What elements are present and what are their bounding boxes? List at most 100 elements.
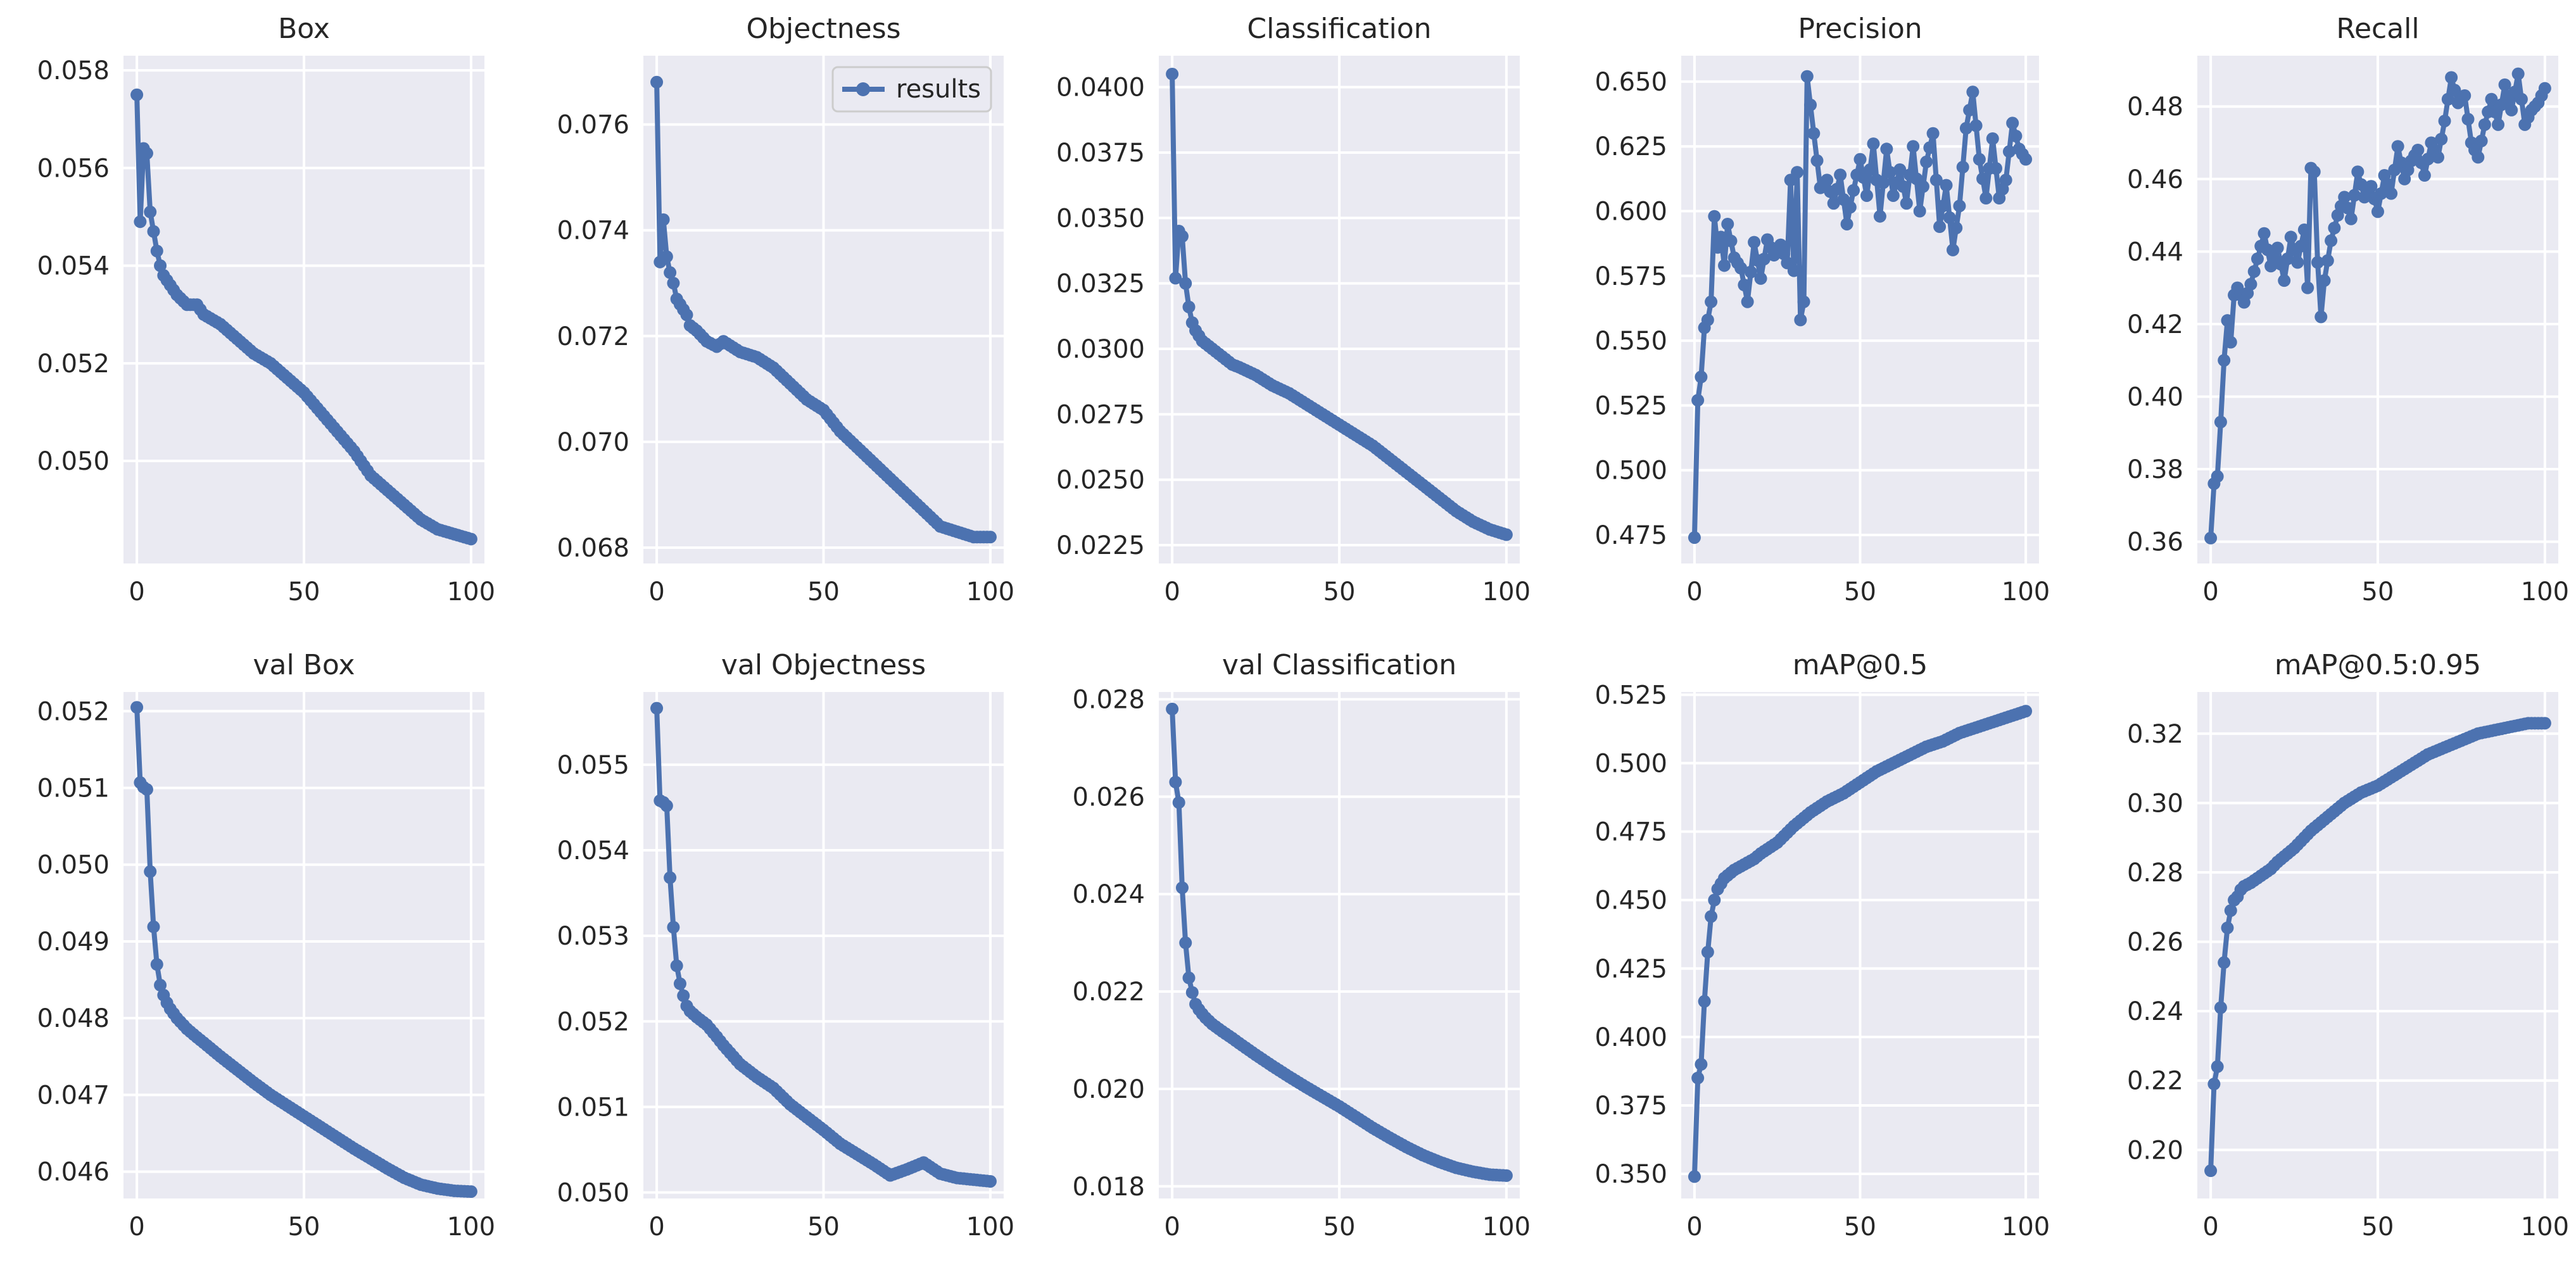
data-point — [1182, 300, 1196, 313]
data-point — [1834, 168, 1847, 182]
subplot-title: val Box — [253, 649, 355, 681]
data-point — [2441, 92, 2454, 106]
data-point — [2421, 153, 2435, 166]
data-point — [2472, 151, 2485, 164]
data-point — [650, 75, 664, 89]
y-tick-label: 0.400 — [1594, 1023, 1667, 1052]
y-tick-label: 0.076 — [557, 111, 629, 140]
data-point — [1500, 1169, 1513, 1182]
data-point — [1691, 1071, 1705, 1085]
data-point — [1810, 154, 1824, 167]
y-tick-label: 0.20 — [2127, 1136, 2183, 1165]
data-point — [2218, 956, 2231, 969]
data-point — [983, 1174, 997, 1188]
data-point — [677, 989, 690, 1002]
data-point — [660, 799, 673, 812]
data-point — [464, 532, 477, 546]
y-tick-label: 0.052 — [37, 349, 110, 379]
y-tick-label: 0.500 — [1594, 749, 1667, 778]
x-tick-label: 100 — [2002, 1212, 2050, 1242]
x-tick-label: 50 — [1844, 577, 1876, 607]
x-tick-label: 50 — [1844, 1212, 1876, 1242]
y-tick-label: 0.049 — [37, 928, 110, 957]
y-tick-label: 0.26 — [2127, 928, 2183, 957]
data-point — [130, 701, 144, 714]
y-tick-label: 0.475 — [1594, 818, 1667, 847]
data-point — [2318, 274, 2331, 287]
data-point — [1963, 103, 1976, 116]
data-point — [1830, 182, 1843, 196]
x-tick-label: 100 — [447, 577, 495, 607]
data-point — [2281, 252, 2294, 265]
data-point — [660, 250, 673, 263]
data-point — [1999, 173, 2012, 187]
data-point — [1883, 166, 1897, 179]
y-tick-label: 0.475 — [1594, 521, 1667, 550]
data-point — [1169, 272, 1182, 285]
data-point — [464, 1185, 477, 1198]
data-point — [1701, 945, 1714, 959]
subplot-title: Box — [278, 13, 330, 45]
y-tick-label: 0.068 — [557, 534, 629, 563]
data-point — [1847, 184, 1860, 197]
data-point — [1166, 67, 1179, 80]
data-point — [2301, 281, 2314, 294]
x-tick-label: 50 — [1323, 577, 1356, 607]
data-point — [673, 977, 686, 990]
data-point — [2247, 265, 2261, 278]
data-point — [1926, 127, 1940, 140]
data-point — [1840, 217, 1853, 230]
data-point — [1940, 179, 1953, 192]
data-point — [147, 225, 160, 238]
data-point — [1969, 119, 1983, 132]
y-tick-label: 0.051 — [557, 1093, 629, 1122]
data-point — [2338, 191, 2351, 204]
data-point — [670, 959, 683, 972]
subplot-title: Objectness — [746, 13, 900, 45]
y-tick-label: 0.053 — [557, 922, 629, 951]
y-tick-label: 0.0275 — [1056, 400, 1145, 429]
data-point — [2344, 212, 2358, 225]
subplot-title: mAP@0.5:0.95 — [2275, 649, 2481, 681]
y-tick-label: 0.050 — [557, 1179, 629, 1208]
data-point — [144, 865, 157, 878]
y-tick-label: 0.450 — [1594, 886, 1667, 915]
data-point — [2348, 189, 2361, 202]
subplot-2: 0 50 100 0.0225 0.0250 0.0275 0.0300 0.0325 0.03… — [1056, 13, 1531, 607]
y-tick-label: 0.650 — [1594, 68, 1667, 97]
data-point — [2257, 227, 2271, 240]
x-tick-label: 0 — [129, 1212, 144, 1242]
data-point — [2375, 187, 2388, 200]
subplot-1: 0 50 100 0.068 0.070 0.072 0.074 0.076 Objectnes… — [557, 13, 1014, 607]
x-tick-label: 100 — [2521, 1212, 2569, 1242]
y-tick-label: 0.350 — [1594, 1160, 1667, 1189]
y-tick-label: 0.018 — [1072, 1173, 1145, 1202]
series-markers — [650, 75, 997, 544]
data-point — [2244, 277, 2257, 291]
y-tick-label: 0.525 — [1594, 681, 1667, 710]
data-point — [1920, 155, 1933, 168]
data-point — [2204, 531, 2218, 544]
y-tick-label: 0.38 — [2127, 455, 2183, 484]
x-tick-label: 100 — [2002, 577, 2050, 607]
data-point — [1787, 264, 1800, 277]
data-point — [1688, 1170, 1701, 1183]
y-tick-label: 0.0375 — [1056, 139, 1145, 168]
data-point — [1956, 160, 1969, 173]
data-point — [2538, 82, 2551, 95]
y-tick-label: 0.550 — [1594, 327, 1667, 356]
y-tick-label: 0.575 — [1594, 262, 1667, 291]
y-tick-label: 0.42 — [2127, 310, 2183, 339]
data-point — [667, 921, 680, 934]
y-tick-label: 0.22 — [2127, 1067, 2183, 1096]
subplot-3: 0 50 100 0.475 0.500 0.525 0.550 0.575 0.600 0.62… — [1594, 13, 2050, 607]
data-point — [1877, 176, 1890, 189]
subplot-title: Recall — [2336, 13, 2419, 45]
legend-label: results — [896, 75, 981, 104]
y-tick-label: 0.375 — [1594, 1091, 1667, 1121]
data-point — [2284, 230, 2297, 244]
data-point — [2445, 71, 2458, 84]
data-point — [1929, 173, 1943, 187]
y-tick-label: 0.050 — [37, 851, 110, 880]
data-point — [1797, 295, 1810, 308]
